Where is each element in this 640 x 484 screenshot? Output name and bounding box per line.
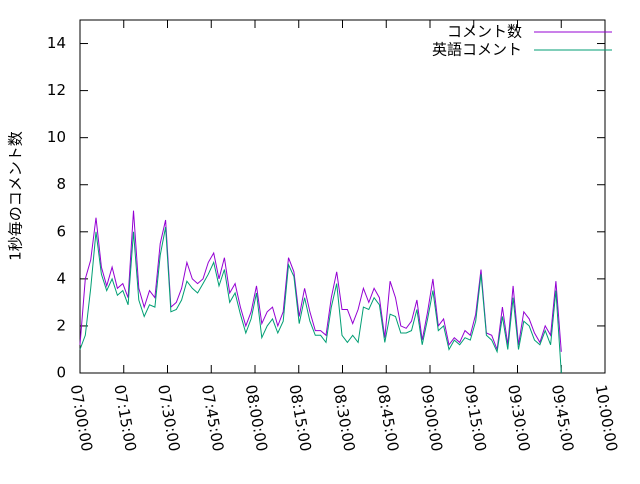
legend-label: コメント数 bbox=[447, 23, 522, 41]
y-tick-label: 12 bbox=[47, 81, 66, 99]
x-tick-label: 08:45:00 bbox=[373, 383, 402, 452]
y-tick-label: 4 bbox=[56, 269, 66, 287]
x-tick-label: 07:30:00 bbox=[154, 383, 183, 452]
series-line bbox=[79, 210, 562, 352]
x-tick-label: 07:15:00 bbox=[110, 383, 139, 452]
y-axis-label: 1秒毎のコメント数 bbox=[7, 131, 25, 261]
series-line bbox=[79, 227, 562, 374]
y-tick-label: 0 bbox=[56, 364, 66, 382]
y-tick-label: 14 bbox=[47, 34, 66, 52]
x-tick-label: 09:15:00 bbox=[460, 383, 489, 452]
legend-label: 英語コメント bbox=[432, 41, 522, 59]
y-tick-label: 2 bbox=[56, 316, 66, 334]
x-tick-label: 07:45:00 bbox=[198, 383, 227, 452]
x-tick-label: 09:00:00 bbox=[417, 383, 446, 452]
plot-border bbox=[79, 19, 606, 374]
x-tick-label: 09:30:00 bbox=[504, 383, 533, 452]
x-tick-label: 09:45:00 bbox=[548, 383, 577, 452]
x-tick-label: 08:30:00 bbox=[329, 383, 358, 452]
x-tick-label: 08:15:00 bbox=[285, 383, 314, 452]
x-tick-label: 10:00:00 bbox=[592, 383, 621, 452]
y-tick-label: 6 bbox=[56, 222, 66, 240]
y-tick-label: 10 bbox=[47, 128, 66, 146]
y-tick-label: 8 bbox=[56, 175, 66, 193]
x-tick-label: 07:00:00 bbox=[67, 383, 96, 452]
x-tick-label: 08:00:00 bbox=[242, 383, 271, 452]
